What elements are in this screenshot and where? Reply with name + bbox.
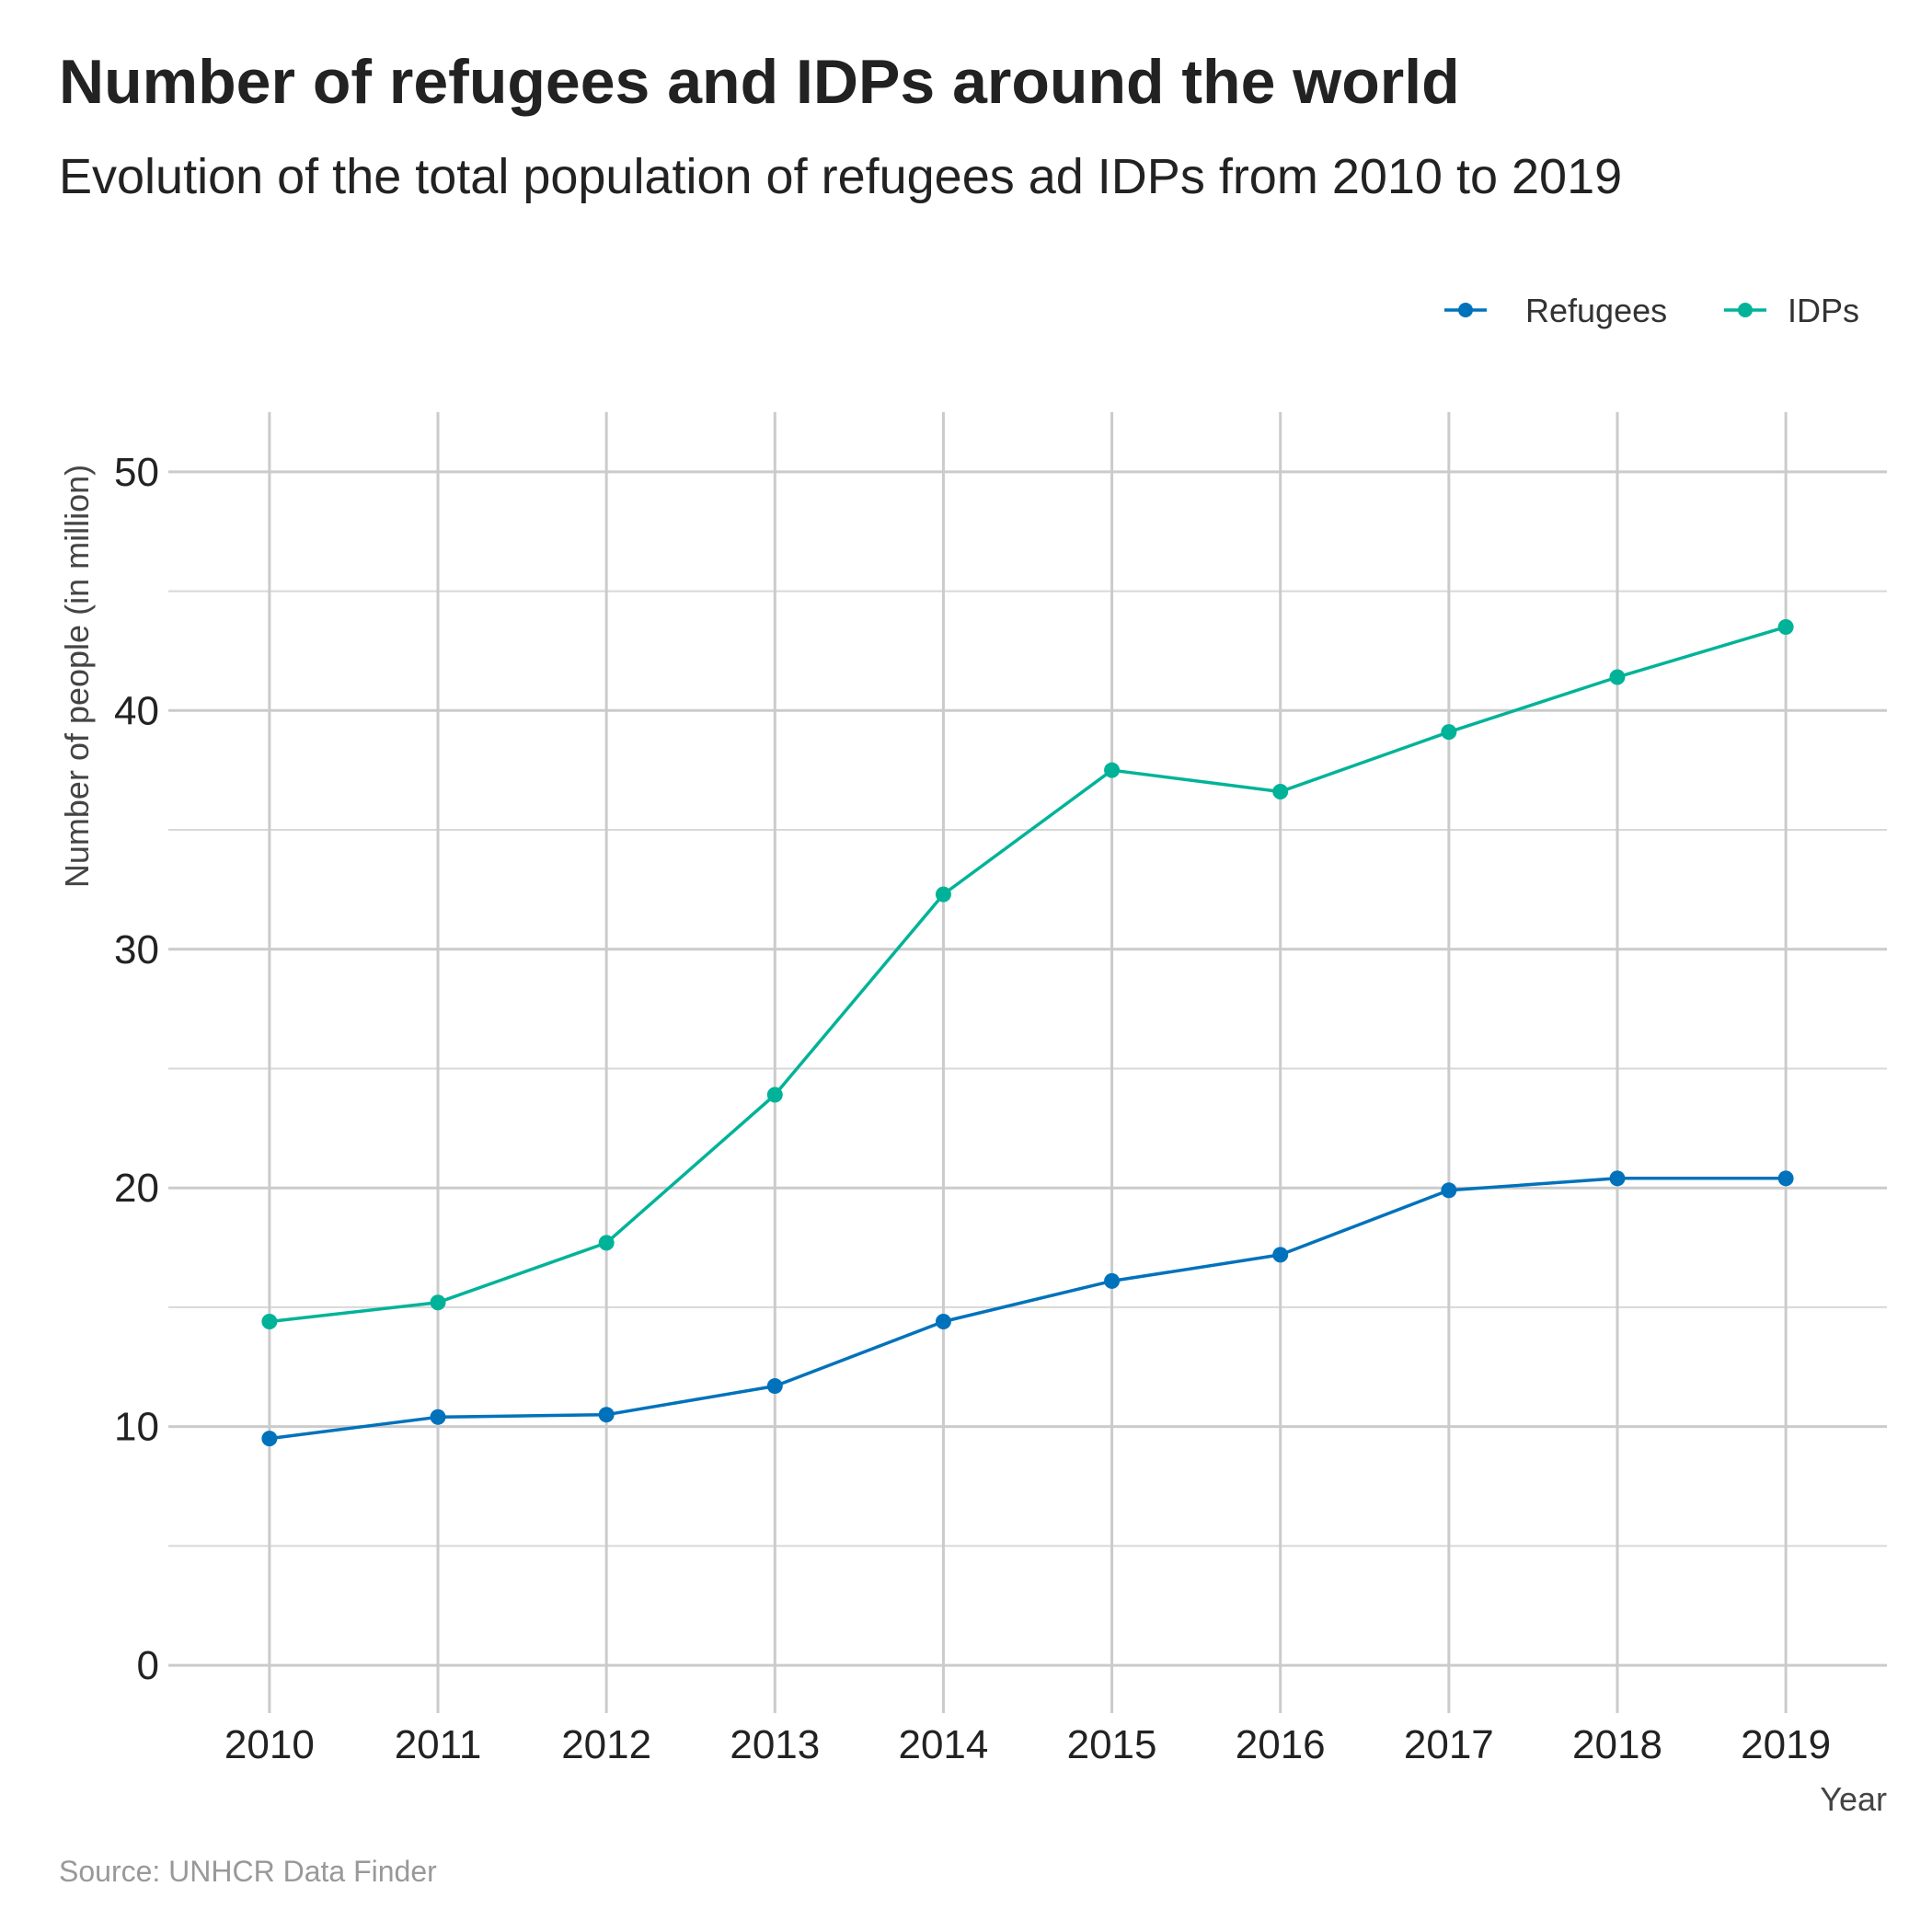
- x-tick-label: 2012: [561, 1722, 651, 1767]
- data-point-refugees: [1441, 1182, 1457, 1199]
- axes: 0 10 20 30 40 50 2010 2011 2012 2013 2014 2015 2016 2…: [114, 450, 1831, 1767]
- chart-subtitle: Evolution of the total population of ref…: [59, 149, 1622, 204]
- data-point-idps: [1777, 619, 1794, 636]
- x-tick-label: 2013: [730, 1722, 820, 1767]
- legend-marker-refugees: [1458, 303, 1473, 317]
- x-tick-label: 2014: [898, 1722, 988, 1767]
- data-point-idps: [935, 886, 951, 903]
- legend-label-refugees: Refugees: [1525, 292, 1667, 329]
- x-tick-label: 2018: [1572, 1722, 1662, 1767]
- data-point-refugees: [935, 1314, 951, 1330]
- x-axis-title: Year: [1820, 1780, 1887, 1818]
- data-point-idps: [598, 1235, 615, 1251]
- y-axis-title: Number of people (in million): [58, 465, 96, 888]
- legend-marker-idps: [1738, 303, 1753, 317]
- data-point-idps: [766, 1087, 783, 1103]
- data-point-refugees: [430, 1409, 446, 1425]
- series-line-refugees: [269, 1177, 1787, 1441]
- series: [261, 619, 1794, 1447]
- legend-label-idps: IDPs: [1788, 292, 1859, 329]
- legend-item-idps: IDPs: [1724, 292, 1859, 329]
- legend-item-refugees: Refugees: [1444, 292, 1667, 329]
- y-tick-label: 20: [114, 1166, 159, 1211]
- chart-title: Number of refugees and IDPs around the w…: [59, 47, 1460, 117]
- x-tick-label: 2015: [1067, 1722, 1157, 1767]
- legend: Refugees IDPs: [1444, 292, 1859, 329]
- y-tick-label: 0: [137, 1643, 159, 1688]
- data-point-refugees: [1272, 1247, 1289, 1263]
- data-point-refugees: [598, 1407, 615, 1423]
- data-point-idps: [1609, 669, 1626, 685]
- x-tick-label: 2010: [224, 1722, 315, 1767]
- data-point-refugees: [1777, 1170, 1794, 1187]
- data-point-refugees: [1609, 1170, 1626, 1187]
- y-tick-label: 30: [114, 927, 159, 972]
- y-tick-label: 50: [114, 450, 159, 495]
- source-caption: Source: UNHCR Data Finder: [59, 1855, 437, 1888]
- series-line-idps: [269, 625, 1787, 1324]
- data-point-refugees: [766, 1378, 783, 1395]
- data-point-idps: [1272, 784, 1289, 800]
- data-point-idps: [430, 1294, 446, 1311]
- data-point-idps: [261, 1314, 278, 1330]
- x-tick-label: 2016: [1236, 1722, 1326, 1767]
- data-point-refugees: [1104, 1272, 1121, 1289]
- data-point-idps: [1441, 724, 1457, 741]
- x-tick-label: 2017: [1404, 1722, 1494, 1767]
- y-tick-label: 40: [114, 688, 159, 733]
- y-tick-label: 10: [114, 1405, 159, 1450]
- grid: [168, 412, 1887, 1713]
- x-tick-label: 2011: [395, 1722, 482, 1767]
- data-point-idps: [1104, 762, 1121, 778]
- data-point-refugees: [261, 1431, 278, 1447]
- x-tick-label: 2019: [1741, 1722, 1831, 1767]
